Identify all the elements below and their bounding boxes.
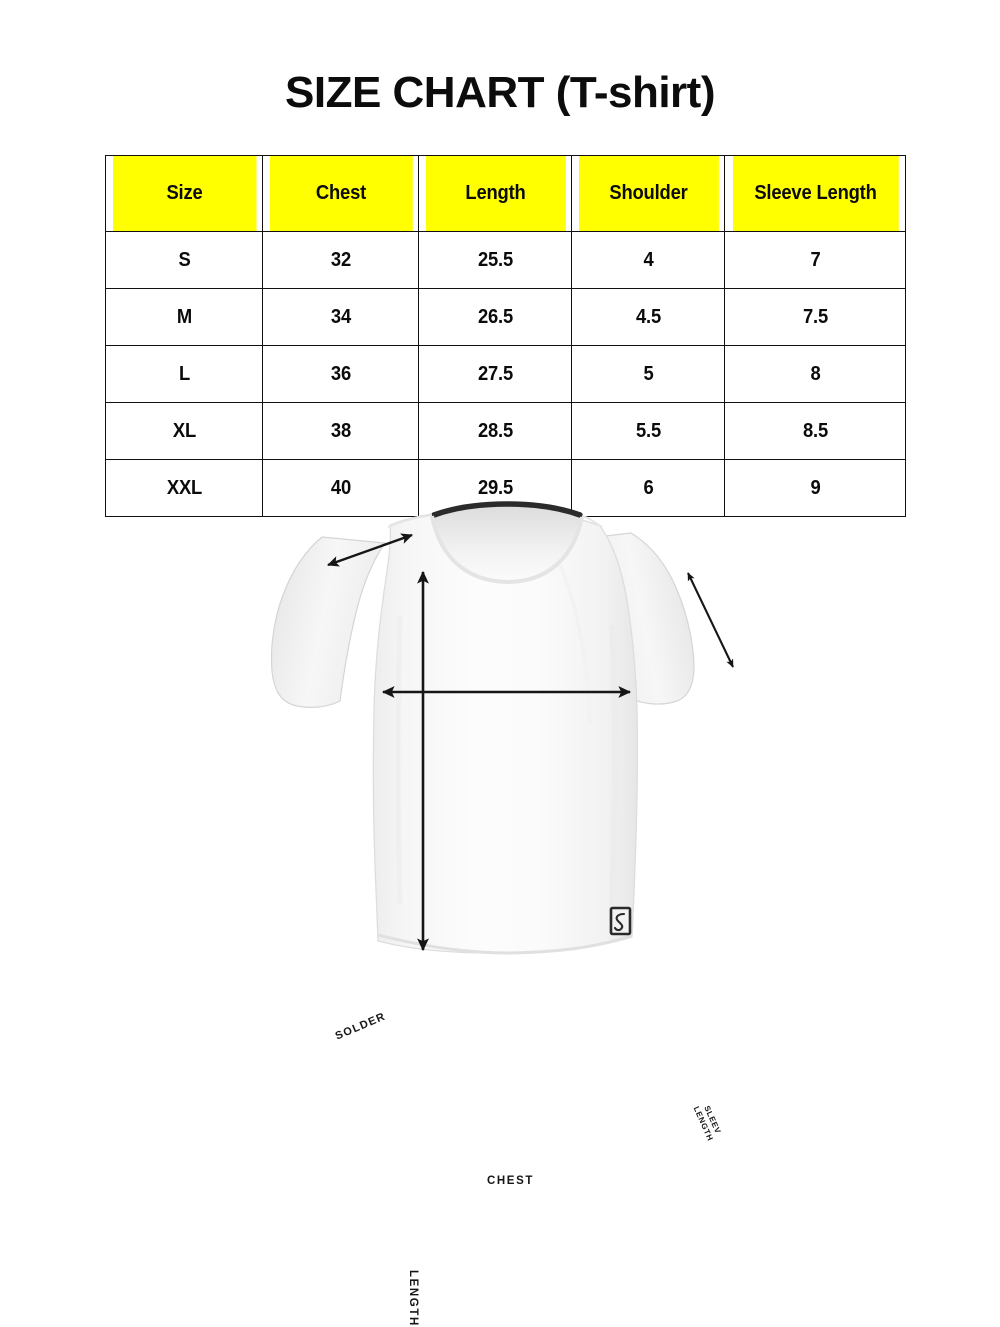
right-shoulder-seam bbox=[581, 515, 603, 528]
column-header-shoulder: Shoulder bbox=[577, 155, 719, 232]
sleeve-length-measurement-label: SLEEV LENGTH bbox=[692, 1101, 724, 1143]
shoulder-measurement-label: SOLDER bbox=[333, 1010, 388, 1043]
column-header-sleeve-length: Sleeve Length bbox=[731, 155, 899, 232]
cell-size: S bbox=[111, 231, 257, 289]
cell-shoulder: 4.5 bbox=[577, 288, 719, 346]
length-measurement-label: LENGTH bbox=[407, 1270, 419, 1327]
cell-shoulder: 6 bbox=[577, 459, 719, 517]
cell-shoulder: 5 bbox=[577, 345, 719, 403]
table-row: L 36 27.5 5 8 bbox=[106, 345, 906, 403]
cell-length: 28.5 bbox=[424, 402, 566, 460]
page-title: SIZE CHART (T-shirt) bbox=[285, 68, 715, 117]
cell-chest: 32 bbox=[268, 231, 413, 289]
table-row: XXL 40 29.5 6 9 bbox=[106, 459, 906, 517]
size-chart-table: Size Chest Length Shoulder Sleeve Length… bbox=[105, 155, 906, 517]
cell-chest: 36 bbox=[268, 345, 413, 403]
left-shoulder-seam bbox=[387, 514, 433, 528]
fabric-fold bbox=[558, 564, 592, 726]
cell-sleeve-length: 7.5 bbox=[731, 288, 899, 346]
brand-tag-logo bbox=[609, 906, 632, 936]
cell-sleeve-length: 8.5 bbox=[731, 402, 899, 460]
cell-size: XL bbox=[111, 402, 257, 460]
cell-length: 26.5 bbox=[424, 288, 566, 346]
collar-rim bbox=[431, 501, 583, 518]
column-header-length: Length bbox=[424, 155, 566, 232]
cell-sleeve-length: 9 bbox=[731, 459, 899, 517]
chest-measurement-label: CHEST bbox=[487, 1175, 534, 1187]
cell-sleeve-length: 7 bbox=[731, 231, 899, 289]
column-header-size: Size bbox=[111, 155, 257, 232]
collar-ribbing bbox=[430, 515, 584, 585]
cell-size: M bbox=[111, 288, 257, 346]
cell-shoulder: 5.5 bbox=[577, 402, 719, 460]
cell-shoulder: 4 bbox=[577, 231, 719, 289]
cell-chest: 40 bbox=[268, 459, 413, 517]
cell-size: XXL bbox=[111, 459, 257, 517]
shoulder-arrow bbox=[327, 533, 413, 567]
fabric-fold bbox=[395, 614, 403, 906]
fabric-fold bbox=[609, 624, 618, 916]
table-header-row: Size Chest Length Shoulder Sleeve Length bbox=[106, 155, 906, 232]
cell-size: L bbox=[111, 345, 257, 403]
cell-length: 25.5 bbox=[424, 231, 566, 289]
cell-sleeve-length: 8 bbox=[731, 345, 899, 403]
tshirt-diagram: SOLDER CHEST LENGTH SLEEV LENGTH bbox=[0, 495, 1000, 1327]
column-header-chest: Chest bbox=[268, 155, 413, 232]
left-sleeve bbox=[270, 536, 387, 708]
tshirt-illustration bbox=[270, 501, 734, 955]
sleeve-length-arrow bbox=[687, 572, 734, 668]
table-row: M 34 26.5 4.5 7.5 bbox=[106, 288, 906, 346]
cell-chest: 34 bbox=[268, 288, 413, 346]
table-row: XL 38 28.5 5.5 8.5 bbox=[106, 402, 906, 460]
table-row: S 32 25.5 4 7 bbox=[106, 231, 906, 289]
cell-length: 27.5 bbox=[424, 345, 566, 403]
cell-chest: 38 bbox=[268, 402, 413, 460]
